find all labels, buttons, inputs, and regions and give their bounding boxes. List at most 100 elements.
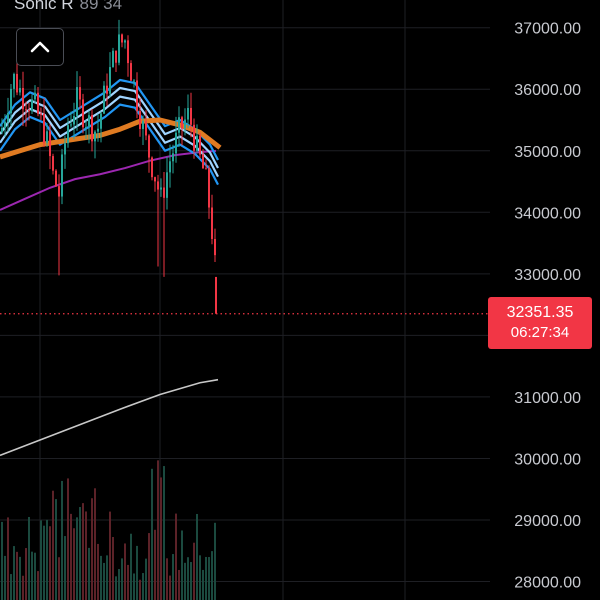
volume-bar <box>190 562 192 600</box>
volume-bar <box>193 542 195 600</box>
volume-bar <box>187 557 189 600</box>
candle-body <box>46 131 48 143</box>
volume-bar <box>175 513 177 600</box>
volume-bar <box>148 533 150 600</box>
candle-body <box>112 50 114 68</box>
volume-bar <box>37 571 39 600</box>
indicator-name: Sonic R <box>14 0 74 13</box>
candle-body <box>100 113 102 129</box>
volume-bar <box>172 554 174 600</box>
ema-slow-orange <box>0 117 222 160</box>
candle-body <box>25 109 27 111</box>
volume-bar <box>133 573 135 600</box>
candle-body <box>19 87 21 93</box>
volume-bar <box>199 555 201 600</box>
candle-body <box>130 63 132 81</box>
volume-bar <box>145 558 147 600</box>
price-tick-label: 30000.00 <box>514 451 581 468</box>
candle-body <box>109 67 111 94</box>
collapse-button[interactable] <box>16 28 64 66</box>
candle-body <box>166 172 168 198</box>
price-tick-label: 31000.00 <box>514 390 581 407</box>
candlesticks <box>1 19 217 314</box>
candle-body <box>190 107 192 125</box>
bar-countdown: 06:27:34 <box>510 324 570 341</box>
indicator-params: 89 34 <box>79 0 123 13</box>
candle-body <box>157 181 159 190</box>
moving-average-white <box>0 378 219 457</box>
ema-band-line <box>0 103 219 186</box>
volume-bar <box>115 576 117 600</box>
price-tick-label: 29000.00 <box>514 513 581 530</box>
volume-bar <box>118 569 120 600</box>
candle-body <box>115 50 117 63</box>
volume-bar <box>181 530 183 600</box>
volume-bar <box>91 498 93 600</box>
candle-body <box>40 113 42 115</box>
candle-body <box>142 121 144 129</box>
candle-body <box>121 34 123 43</box>
candle-body <box>154 177 156 182</box>
candle-body <box>67 125 69 144</box>
volume-bar <box>88 547 90 600</box>
volume-bar <box>40 520 42 600</box>
volume-bar <box>142 573 144 600</box>
candle-body <box>97 128 99 132</box>
candle-body <box>76 87 78 116</box>
volume-bars <box>1 460 216 600</box>
candle-body <box>94 131 96 142</box>
candle-body <box>22 87 24 110</box>
candle-body <box>148 135 150 158</box>
candle-body <box>208 168 210 208</box>
candle-body <box>175 132 177 154</box>
volume-bar <box>136 545 138 600</box>
volume-bar <box>1 521 3 600</box>
price-axis[interactable]: 37000.00 36000.00 35000.00 34000.00 33000.00… <box>514 21 581 592</box>
volume-bar <box>211 551 213 600</box>
volume-bar <box>100 555 102 600</box>
candle-body <box>172 153 174 162</box>
candle-body <box>85 126 87 128</box>
candle-body <box>196 135 198 151</box>
volume-bar <box>82 503 84 600</box>
volume-bar <box>169 575 171 600</box>
candle-body <box>199 135 201 155</box>
volume-bar <box>52 490 54 600</box>
volume-bar <box>196 513 198 600</box>
candle-body <box>133 80 135 82</box>
volume-bar <box>34 552 36 600</box>
candle-body <box>73 115 75 125</box>
candle-body <box>82 99 84 128</box>
volume-bar <box>121 558 123 600</box>
chevron-up-icon <box>30 41 50 53</box>
volume-bar <box>31 551 33 600</box>
volume-bar <box>157 460 159 600</box>
price-tick-label: 33000.00 <box>514 267 581 284</box>
volume-bar <box>94 488 96 600</box>
orange-ma-line <box>0 117 222 160</box>
candle-body <box>64 143 66 155</box>
volume-bar <box>160 477 162 600</box>
volume-bar <box>151 468 153 600</box>
candle-body <box>169 161 171 173</box>
candle-body <box>184 119 186 129</box>
candle-body <box>193 124 195 151</box>
volume-bar <box>7 517 9 600</box>
volume-bar <box>76 517 78 600</box>
chart-grid <box>0 0 490 600</box>
candle-body <box>7 112 9 122</box>
candle-body <box>58 186 60 197</box>
volume-bar <box>208 557 210 600</box>
volume-bar <box>205 556 207 600</box>
indicator-legend[interactable]: Sonic R 89 34 <box>14 0 122 14</box>
volume-bar <box>109 511 111 600</box>
volume-bar <box>25 548 27 600</box>
price-tick-label: 28000.00 <box>514 575 581 592</box>
volume-bar <box>124 543 126 600</box>
candle-body <box>52 156 54 171</box>
volume-bar <box>202 569 204 600</box>
candle-body <box>49 131 51 157</box>
volume-bar <box>10 574 12 600</box>
candle-body <box>31 99 33 112</box>
